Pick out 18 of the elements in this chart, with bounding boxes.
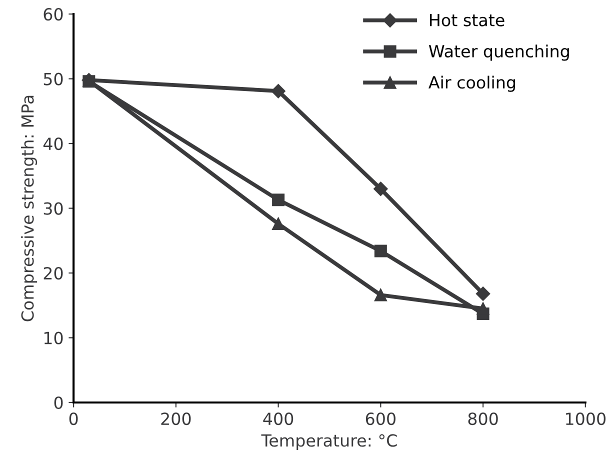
- legend-label: Air cooling: [428, 76, 516, 92]
- legend-label: Water quenching: [428, 44, 569, 61]
- x-tick-label: 200: [161, 412, 191, 426]
- y-axis-title: Compressive strength: MPa: [20, 96, 38, 322]
- x-tick-label: 800: [468, 412, 498, 426]
- y-tick-label: 60: [44, 8, 63, 21]
- x-tick-label: 600: [366, 412, 396, 426]
- x-tick-label: 1000: [566, 412, 606, 426]
- x-axis-title: Temperature: °C: [261, 434, 397, 450]
- y-tick-label: 20: [44, 266, 63, 280]
- y-tick-label: 10: [44, 332, 63, 344]
- legend-label: Hot state: [430, 14, 504, 26]
- y-tick-label: 40: [43, 137, 63, 150]
- y-tick-label: 50: [44, 72, 63, 86]
- y-tick-label: 30: [44, 202, 63, 215]
- x-tick-label: 400: [263, 412, 294, 426]
- x-tick-label: 0: [69, 412, 78, 426]
- y-tick-label: 0: [54, 396, 63, 410]
